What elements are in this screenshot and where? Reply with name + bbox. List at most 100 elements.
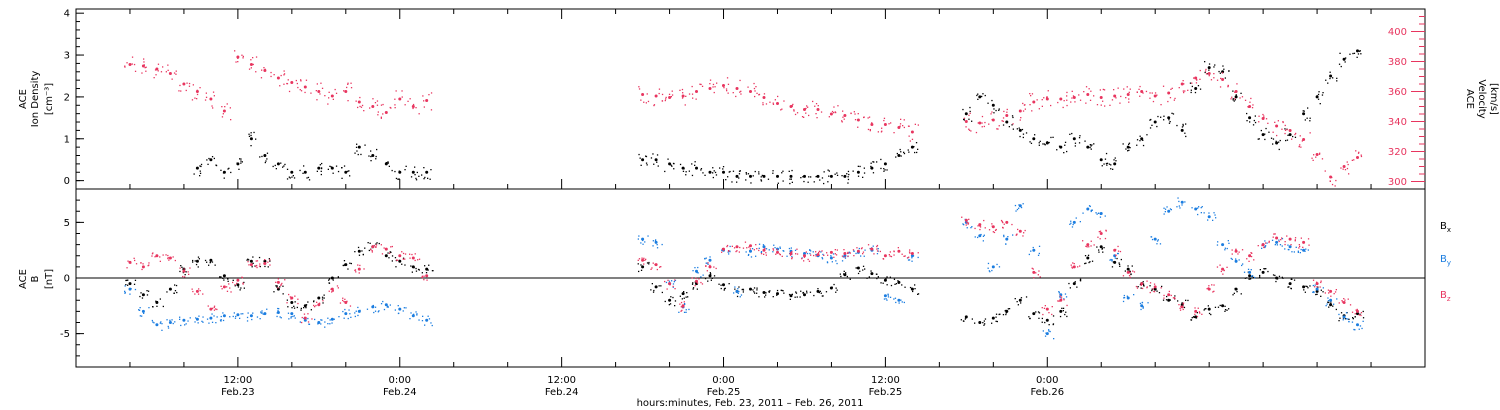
bx-point [317, 296, 321, 300]
velocity-sample [320, 82, 322, 84]
bz-sample [242, 282, 244, 284]
density-sample [1063, 152, 1065, 154]
bz-sample [909, 252, 911, 254]
bx-sample [1293, 279, 1296, 281]
density-sample [1136, 144, 1138, 146]
bz-sample [1280, 239, 1282, 241]
density-sample [1146, 134, 1148, 136]
velocity-sample [1191, 82, 1193, 84]
bz-sample [381, 253, 384, 255]
velocity-sample [418, 113, 420, 115]
bz-sample [1098, 231, 1100, 233]
velocity-sample [765, 103, 768, 105]
bx-sample [133, 283, 136, 285]
density-sample [404, 169, 406, 171]
bx-point [681, 292, 685, 296]
bz-sample [167, 254, 169, 257]
bz-sample [1149, 282, 1152, 284]
by-sample [672, 286, 674, 288]
bz-sample [1088, 246, 1090, 248]
by-sample [418, 319, 420, 321]
velocity-sample [645, 102, 647, 104]
bx-sample [258, 256, 261, 259]
bz-sample [179, 267, 181, 269]
bz-point [1153, 285, 1157, 289]
bx-sample [1084, 262, 1086, 265]
bx-sample [268, 258, 270, 260]
bz-sample [882, 258, 885, 260]
bz-sample [316, 301, 318, 303]
velocity-sample [377, 111, 379, 113]
velocity-sample [877, 131, 879, 133]
density-sample [995, 109, 997, 112]
density-sample [781, 172, 783, 174]
bz-sample [967, 223, 969, 225]
bx-sample [347, 268, 349, 270]
bz-sample [1257, 245, 1259, 247]
velocity-sample [691, 93, 694, 95]
velocity-sample [332, 98, 334, 100]
velocity-sample [347, 83, 349, 85]
density-sample [1322, 92, 1324, 94]
bx-sample [648, 261, 650, 264]
velocity-sample [1220, 77, 1222, 80]
by-sample [768, 249, 770, 251]
density-sample [1128, 143, 1130, 145]
by-sample [387, 306, 389, 308]
bx-sample [211, 261, 214, 263]
density-sample [1110, 168, 1112, 170]
bx-sample [287, 306, 289, 308]
bz-sample [1356, 308, 1358, 311]
velocity-sample [1248, 106, 1250, 108]
velocity-sample [853, 111, 855, 113]
bx-sample [710, 273, 712, 275]
bz-sample [983, 219, 985, 222]
velocity-sample [226, 103, 228, 105]
density-sample [908, 151, 910, 153]
by-sample [971, 226, 973, 228]
bx-sample [162, 305, 164, 308]
bx-sample [155, 300, 157, 302]
density-sample [758, 171, 760, 173]
velocity-sample [376, 100, 379, 102]
velocity-sample [727, 92, 729, 94]
density-sample [758, 173, 760, 175]
velocity-sample [640, 99, 642, 101]
velocity-sample [1019, 119, 1021, 121]
velocity-sample [1079, 99, 1082, 101]
velocity-sample [1315, 156, 1317, 158]
velocity-tick-label: 360 [1388, 87, 1407, 98]
velocity-sample [300, 79, 302, 81]
by-sample [251, 314, 253, 316]
velocity-sample [1030, 95, 1032, 97]
bz-sample [907, 257, 909, 259]
velocity-sample [762, 104, 764, 106]
bz-point [654, 263, 658, 267]
velocity-sample [668, 93, 671, 95]
bz-sample [637, 259, 639, 261]
velocity-sample [843, 118, 845, 120]
bz-sample [1146, 280, 1148, 282]
bz-sample [1063, 299, 1065, 301]
density-tick-label: 2 [64, 92, 70, 103]
by-sample [172, 322, 174, 325]
bx-sample [413, 266, 415, 269]
by-sample [1322, 287, 1324, 289]
bz-sample [966, 222, 968, 224]
density-sample [808, 176, 810, 178]
by-sample [358, 310, 360, 312]
by-sample [885, 298, 887, 300]
density-sample [241, 161, 243, 163]
by-sample [901, 301, 903, 303]
by-sample [1345, 312, 1348, 314]
density-sample [255, 138, 257, 140]
by-sample [129, 293, 131, 295]
bz-sample [127, 260, 129, 262]
bx-sample [197, 266, 199, 268]
bx-sample [782, 290, 784, 292]
by-sample [1238, 259, 1240, 261]
velocity-sample [1331, 176, 1333, 179]
bz-sample [213, 306, 215, 309]
by-sample [1264, 246, 1266, 249]
velocity-sample [415, 107, 417, 109]
